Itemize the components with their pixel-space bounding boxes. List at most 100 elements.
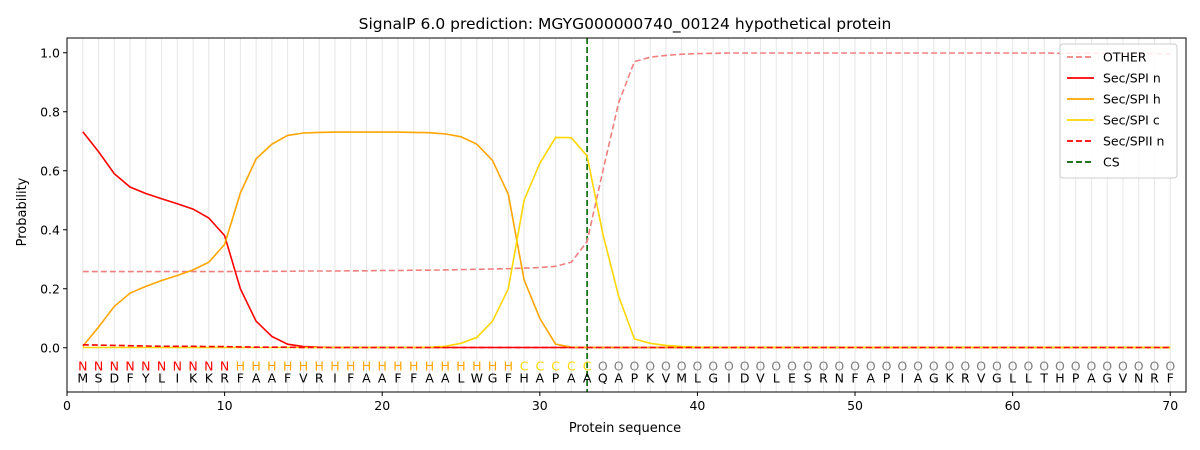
residue-label: I <box>333 370 337 385</box>
residue-label: R <box>220 370 229 385</box>
legend-label: Sec/SPI n <box>1103 71 1161 86</box>
residue-label: V <box>1119 370 1128 385</box>
residue-label: P <box>631 370 639 385</box>
residue-label: V <box>977 370 986 385</box>
region-label: O <box>756 358 766 373</box>
grid-layer <box>82 38 1171 392</box>
legend-label: Sec/SPII n <box>1103 134 1164 149</box>
residue-label: K <box>646 370 655 385</box>
plot-frame <box>66 37 1187 393</box>
legend-label: CS <box>1103 155 1120 170</box>
region-label: O <box>1150 358 1160 373</box>
region-label: O <box>976 358 986 373</box>
region-label: O <box>645 358 655 373</box>
series-layer <box>82 38 1171 392</box>
region-label: N <box>125 358 134 373</box>
sequence-layer: NMNSNDNFNYNLNINKNKNRHFHAHAHFHVHRHIHFHAHA… <box>77 358 1175 385</box>
residue-label: A <box>567 370 576 385</box>
region-label: O <box>803 358 813 373</box>
region-label: O <box>1055 358 1065 373</box>
residue-label: D <box>109 370 119 385</box>
x-tick-label: 70 <box>1162 398 1178 413</box>
region-label: C <box>520 358 529 373</box>
residue-label: H <box>519 370 528 385</box>
residue-label: I <box>900 370 904 385</box>
region-label: O <box>897 358 907 373</box>
residue-label: P <box>552 370 560 385</box>
region-label: H <box>267 358 276 373</box>
residue-label: F <box>394 370 401 385</box>
region-label: H <box>330 358 339 373</box>
residue-label: G <box>1102 370 1112 385</box>
region-label: O <box>834 358 844 373</box>
y-tick-label: 0.0 <box>40 340 60 355</box>
residue-label: L <box>458 370 465 385</box>
region-label: O <box>1039 358 1049 373</box>
region-label: H <box>362 358 371 373</box>
region-label: O <box>1134 358 1144 373</box>
y-tick-label: 0.6 <box>40 163 60 178</box>
residue-label: A <box>1087 370 1096 385</box>
region-label: H <box>504 358 513 373</box>
x-axis-label: Protein sequence <box>569 421 681 436</box>
residue-label: D <box>740 370 750 385</box>
region-label: N <box>94 358 103 373</box>
y-tick-label: 0.2 <box>40 281 60 296</box>
region-label: O <box>1087 358 1097 373</box>
residue-label: A <box>614 370 623 385</box>
residue-label: G <box>992 370 1002 385</box>
x-tick-label: 50 <box>847 398 863 413</box>
residue-label: A <box>425 370 434 385</box>
residue-label: A <box>441 370 450 385</box>
residue-label: K <box>205 370 214 385</box>
residue-label: M <box>676 370 687 385</box>
residue-label: F <box>347 370 354 385</box>
region-label: O <box>1023 358 1033 373</box>
legend-label: Sec/SPI c <box>1103 113 1160 128</box>
residue-label: T <box>1039 370 1048 385</box>
residue-label: N <box>835 370 844 385</box>
residue-label: F <box>505 370 512 385</box>
region-label: H <box>251 358 260 373</box>
region-label: O <box>1071 358 1081 373</box>
residue-label: L <box>1009 370 1016 385</box>
region-label: N <box>157 358 166 373</box>
residue-label: G <box>708 370 718 385</box>
residue-label: A <box>914 370 923 385</box>
region-label: O <box>1102 358 1112 373</box>
y-tick-label: 0.4 <box>40 222 60 237</box>
region-label: H <box>346 358 355 373</box>
region-label: O <box>629 358 639 373</box>
region-label: O <box>724 358 734 373</box>
region-label: C <box>567 358 576 373</box>
region-label: H <box>283 358 292 373</box>
region-label: O <box>771 358 781 373</box>
region-label: N <box>188 358 197 373</box>
residue-label: Y <box>141 370 150 385</box>
residue-label: A <box>268 370 277 385</box>
region-label: N <box>141 358 150 373</box>
region-label: O <box>661 358 671 373</box>
residue-label: P <box>1072 370 1080 385</box>
region-label: N <box>110 358 119 373</box>
region-label: O <box>913 358 923 373</box>
residue-label: P <box>883 370 891 385</box>
residue-label: K <box>945 370 954 385</box>
legend-label: Sec/SPI h <box>1103 92 1161 107</box>
x-tick-label: 10 <box>217 398 233 413</box>
residue-label: G <box>929 370 939 385</box>
region-label: H <box>314 358 323 373</box>
region-label: H <box>425 358 434 373</box>
region-label: O <box>882 358 892 373</box>
region-label: H <box>393 358 402 373</box>
region-label: O <box>740 358 750 373</box>
residue-label: F <box>284 370 291 385</box>
region-label: C <box>535 358 544 373</box>
residue-label: N <box>1134 370 1143 385</box>
legend-label: OTHER <box>1103 50 1147 65</box>
region-label: O <box>693 358 703 373</box>
region-label: O <box>677 358 687 373</box>
region-label: H <box>409 358 418 373</box>
